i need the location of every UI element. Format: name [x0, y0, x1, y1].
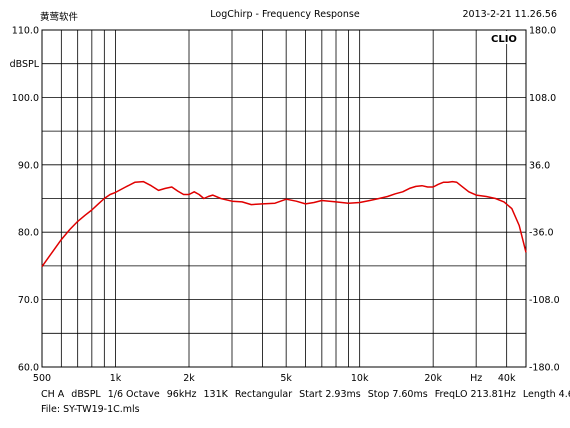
y2-tick-label: 108.0 [529, 93, 556, 104]
x-tick-label: Hz [470, 373, 482, 384]
setting-item: Length 4.68ms [522, 389, 570, 400]
x-tick-label: 10k [351, 373, 369, 384]
y-tick-label: 60.0 [18, 363, 39, 374]
y2-tick-label: -180.0 [529, 363, 560, 374]
app-name: 黄莺软件 [40, 12, 79, 23]
setting-item: 1/6 Octave [107, 389, 160, 400]
setting-item: CH A [41, 389, 65, 400]
setting-item: dBSPL [71, 389, 101, 400]
setting-item: FreqLO 213.81Hz [434, 389, 516, 400]
setting-item: Stop 7.60ms [367, 389, 428, 400]
grid-lines [41, 29, 526, 368]
plot-frame [41, 29, 527, 368]
measurement-datetime: 2013-2-21 11.26.56 [462, 9, 558, 20]
setting-item: 131K [203, 389, 228, 400]
y2-tick-label: 36.0 [529, 160, 550, 171]
x-tick-label: 1k [110, 373, 122, 384]
y2-tick-label: -36.0 [529, 228, 554, 239]
x-tick-label: 20k [424, 373, 442, 384]
x-tick-label: 5k [280, 373, 292, 384]
clio-badge-bg [483, 31, 525, 44]
y-tick-label: 100.0 [12, 93, 39, 104]
x-tick-label: 500 [33, 373, 51, 384]
clio-logo: CLIO [491, 34, 517, 45]
axis-tick-labels: 110.0 100.0 90.0 80.0 70.0 60.0 dBSPL 180.0 108.… [10, 26, 560, 385]
file-name: File: SY-TW19-1C.mls [41, 404, 140, 415]
chart-title: LogChirp - Frequency Response [210, 9, 360, 20]
y-tick-label: 110.0 [12, 26, 39, 37]
y2-tick-label: -108.0 [529, 295, 560, 306]
y2-tick-label: 180.0 [529, 26, 556, 37]
setting-item: Rectangular [234, 389, 293, 400]
measurement-settings: CH A dBSPL 1/6 Octave 96kHz 131K Rectangular S… [41, 389, 570, 400]
y-tick-label: 90.0 [18, 160, 39, 171]
y-tick-label: 80.0 [18, 228, 39, 239]
x-tick-label: 40k [498, 373, 516, 384]
setting-item: Start 2.93ms [299, 389, 361, 400]
response-curve-line [41, 180, 527, 268]
y-tick-label: 70.0 [18, 295, 39, 306]
x-tick-label: 2k [183, 373, 195, 384]
setting-item: 96kHz [166, 389, 197, 400]
y-axis-label: dBSPL [10, 59, 40, 70]
